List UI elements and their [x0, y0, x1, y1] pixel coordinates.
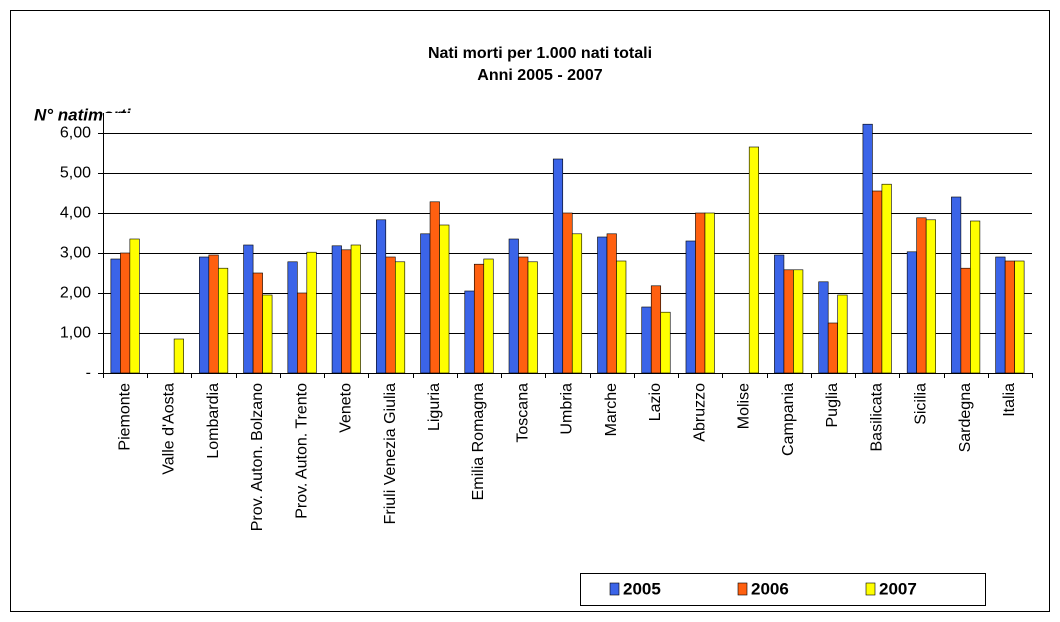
- x-tick-label: Valle d'Aosta: [161, 383, 178, 475]
- bar: [173, 338, 184, 374]
- bar: [793, 269, 804, 374]
- bar: [120, 252, 131, 374]
- bar: [208, 254, 219, 374]
- x-tick-label: Campania: [780, 383, 797, 456]
- legend-swatch: [865, 582, 876, 596]
- bar: [606, 233, 617, 374]
- bar: [129, 238, 140, 374]
- x-tick-label: Toscana: [514, 383, 531, 443]
- bar: [394, 261, 406, 374]
- bar: [110, 258, 121, 374]
- x-tick-label: Sicilia: [913, 383, 930, 425]
- bar: [916, 217, 927, 374]
- bar: [473, 263, 485, 374]
- legend-label: 2006: [751, 579, 789, 598]
- bar: [297, 292, 308, 374]
- bar: [571, 233, 583, 374]
- bar: [1014, 260, 1025, 374]
- x-tick-label: Puglia: [824, 383, 841, 428]
- x-tick-label: Prov. Auton. Trento: [293, 383, 310, 519]
- bar: [970, 220, 981, 374]
- bar: [872, 190, 883, 374]
- bar: [252, 272, 263, 374]
- x-tick-label: Lombardia: [205, 383, 222, 459]
- x-tick-label: Abruzzo: [691, 383, 708, 442]
- bar: [243, 244, 254, 374]
- bar: [552, 158, 564, 374]
- bar: [641, 306, 652, 374]
- x-tick-label: Piemonte: [116, 383, 133, 451]
- bar: [597, 236, 608, 374]
- bar: [881, 183, 892, 374]
- bar: [350, 244, 361, 374]
- bar: [925, 219, 936, 374]
- y-tick-label: 2,00: [60, 285, 91, 302]
- x-tick-label: Basilicata: [868, 383, 885, 452]
- bar: [306, 251, 317, 374]
- y-tick-label: -: [86, 365, 91, 382]
- x-tick-label: Lazio: [647, 383, 664, 421]
- x-tick-label: Italia: [1001, 383, 1018, 417]
- x-tick-label: Umbria: [559, 383, 576, 435]
- bar: [439, 224, 450, 374]
- bar: [331, 245, 342, 374]
- bar: [827, 322, 838, 374]
- x-tick-label: Sardegna: [957, 383, 974, 452]
- legend-label: 2005: [623, 579, 661, 598]
- bar: [704, 212, 715, 374]
- y-tick-label: 6,00: [60, 125, 91, 142]
- bar: [951, 196, 962, 374]
- y-tick-label: 5,00: [60, 165, 91, 182]
- legend-swatch: [609, 582, 620, 596]
- x-tick-label: Prov. Auton. Bolzano: [249, 383, 266, 531]
- bar: [774, 254, 785, 374]
- bar: [616, 260, 627, 374]
- bar: [341, 249, 352, 374]
- chart-title: Nati morti per 1.000 nati totali: [428, 45, 652, 62]
- bar: [960, 267, 971, 374]
- bar: [818, 281, 829, 374]
- bar: [995, 256, 1006, 374]
- chart-subtitle: Anni 2005 - 2007: [477, 67, 603, 84]
- bar: [483, 258, 494, 374]
- bar: [783, 269, 794, 374]
- bar: [199, 256, 210, 374]
- bar: [464, 290, 475, 374]
- legend: [580, 573, 986, 606]
- bar: [429, 201, 440, 374]
- legend-label: 2007: [879, 579, 917, 598]
- bar: [685, 240, 696, 374]
- x-tick-label: Friuli Venezia Giulia: [382, 383, 399, 525]
- legend-swatch: [737, 582, 748, 596]
- bar: [650, 285, 662, 374]
- bar: [508, 238, 519, 374]
- x-tick-label: Molise: [736, 383, 753, 429]
- bar: [906, 251, 917, 374]
- bar: [287, 261, 298, 374]
- y-tick-label: 4,00: [60, 205, 91, 222]
- bar: [748, 146, 760, 374]
- bar: [562, 212, 573, 374]
- bar: [420, 233, 431, 374]
- y-tick-label: 1,00: [60, 325, 91, 342]
- bar: [527, 261, 538, 374]
- bar: [375, 219, 387, 374]
- bar: [262, 294, 273, 374]
- bar: [837, 294, 848, 374]
- x-tick-label: Liguria: [426, 383, 443, 431]
- x-tick-label: Emilia Romagna: [470, 383, 487, 500]
- x-tick-label: Veneto: [338, 383, 355, 433]
- bar: [385, 256, 396, 374]
- bar: [695, 212, 706, 374]
- x-tick-label: Marche: [603, 383, 620, 436]
- bar: [660, 311, 671, 374]
- bar: [1004, 260, 1015, 374]
- y-tick-label: 3,00: [60, 245, 91, 262]
- bar: [518, 256, 529, 374]
- bar: [218, 267, 229, 374]
- bar: [862, 123, 873, 374]
